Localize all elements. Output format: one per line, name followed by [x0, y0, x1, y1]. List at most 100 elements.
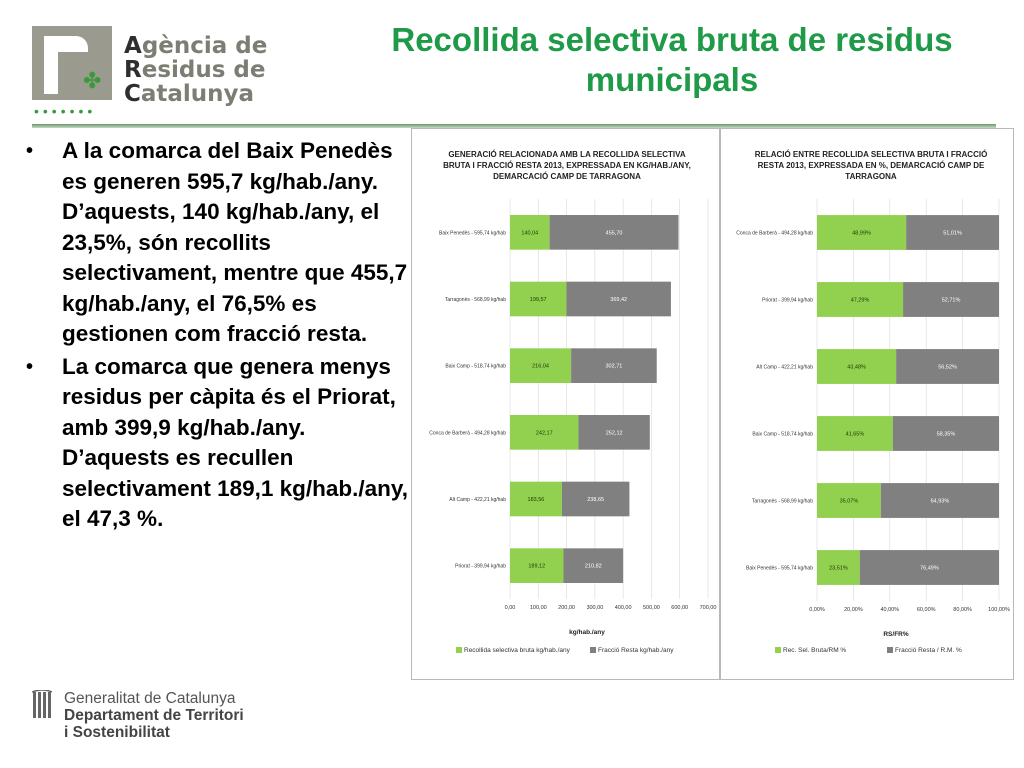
category-label: Baix Camp - 518,74 kg/hab — [752, 432, 813, 438]
bullet-text: A la comarca del Baix Penedès es generen… — [62, 138, 408, 346]
footer-line: Departament de Territori — [64, 707, 244, 724]
data-label: 35,07% — [840, 499, 859, 505]
data-label: 51,01% — [943, 231, 962, 237]
category-label: Baix Penedès - 595,74 kg/hab — [439, 230, 506, 236]
bar-segment — [549, 215, 679, 250]
data-label: 199,57 — [530, 297, 547, 303]
logo-line: Catalunya — [124, 81, 255, 107]
slide-title: Recollida selectiva bruta de residus mun… — [391, 21, 953, 98]
x-tick-label: 0,00% — [809, 607, 825, 613]
clover-icon: ✤ — [83, 68, 102, 93]
logo-mark-stem — [44, 36, 58, 94]
data-label: 455,70 — [606, 230, 623, 236]
bullet-item: • A la comarca del Baix Penedès es genere… — [20, 136, 410, 350]
x-tick-label: 400,00 — [615, 605, 632, 611]
logo-line: Agència de — [124, 33, 268, 59]
category-label: Tarragonès - 568,99 kg/hab — [445, 297, 506, 303]
chart-percentage: RELACIÓ ENTRE RECOLLIDA SELECTIVA BRUTA … — [720, 128, 1014, 680]
chart-title: GENERACIÓ RELACIONADA AMB LA RECOLLIDA S… — [443, 150, 691, 181]
legend-swatch — [590, 647, 596, 654]
x-tick-label: 200,00 — [558, 605, 575, 611]
legend-item: Fracció Resta kg/hab./any — [590, 647, 674, 654]
data-label: 238,65 — [587, 497, 604, 503]
x-tick-label: 80,00% — [953, 607, 972, 613]
bullet-icon: • — [26, 355, 34, 378]
category-label: Alt Camp - 422,21 kg/hab — [449, 497, 506, 503]
data-label: 189,12 — [528, 564, 545, 570]
data-label: 369,42 — [610, 297, 627, 303]
bar-segment — [896, 349, 999, 384]
data-label: 58,35% — [937, 432, 956, 438]
bullet-item: • La comarca que genera menys residus per… — [20, 352, 410, 535]
bar-segment — [817, 483, 881, 518]
data-label: 48,99% — [852, 231, 871, 237]
x-tick-label: 0,00 — [505, 605, 516, 611]
bar-segment — [817, 416, 893, 451]
category-label: Conca de Barberà - 494,28 kg/hab — [736, 231, 813, 237]
x-tick-label: 500,00 — [643, 605, 660, 611]
category-label: Baix Camp - 518,74 kg/hab — [445, 364, 506, 370]
category-label: Conca de Barberà - 494,28 kg/hab — [429, 430, 506, 436]
x-tick-label: 40,00% — [880, 607, 899, 613]
bullet-icon: • — [26, 140, 34, 162]
data-label: 64,93% — [931, 499, 950, 505]
chart-canvas: 0,00 100,00 200,00 300,00 400,00 500,00 600,00… — [429, 199, 717, 611]
footer-line: i Sostenibilitat — [64, 724, 170, 741]
legend-item: Fracció Resta / R.M. % — [887, 647, 962, 654]
bar-segment — [561, 481, 630, 517]
title-divider — [32, 124, 996, 128]
bar-segment — [817, 349, 897, 384]
bar-segment — [906, 215, 999, 250]
data-label: 242,17 — [536, 430, 553, 436]
bar-segment — [510, 215, 550, 250]
x-tick-label: 60,00% — [917, 607, 936, 613]
data-label: 210,82 — [585, 564, 602, 570]
x-tick-label: 600,00 — [671, 605, 688, 611]
bar-segment — [859, 550, 999, 585]
category-label: Tarragonès - 568,99 kg/hab — [752, 499, 813, 505]
data-label: 216,04 — [532, 364, 549, 370]
data-label: 252,12 — [606, 430, 623, 436]
footer-institution: Generalitat de Catalunya Departament de … — [64, 690, 244, 741]
category-label: Priorat - 399,94 kg/hab — [762, 298, 813, 304]
legend-swatch — [775, 647, 781, 654]
data-label: 183,56 — [528, 497, 545, 503]
category-label: Alt Camp - 422,21 kg/hab — [756, 365, 813, 371]
data-label: 76,49% — [920, 566, 939, 572]
logo-line: Residus de — [124, 57, 266, 83]
bar-segment — [817, 215, 907, 250]
legend-item: Recollida selectiva bruta kg/hab./any — [456, 647, 570, 654]
logo-dots: ••••••• — [34, 103, 97, 119]
data-label: 43,48% — [847, 365, 866, 371]
bar-segment — [571, 348, 657, 383]
bullet-list: • A la comarca del Baix Penedès es genere… — [20, 136, 410, 537]
legend-item: Rec. Sel. Bruta/RM % — [775, 647, 846, 654]
bar-segment — [510, 481, 562, 517]
bar-segment — [578, 415, 650, 450]
x-tick-label: 700,00 — [700, 605, 717, 611]
footer-line: Generalitat de Catalunya — [64, 690, 236, 707]
bar-segment — [510, 281, 567, 317]
chart-title: RELACIÓ ENTRE RECOLLIDA SELECTIVA BRUTA … — [754, 150, 988, 181]
bar-segment — [880, 483, 999, 518]
bar-segment — [817, 282, 904, 317]
data-label: 23,51% — [829, 566, 848, 572]
bar-segment — [903, 282, 999, 317]
bar-segment — [892, 416, 999, 451]
logo-wordmark: Agència de Residus de Catalunya — [124, 34, 284, 106]
bar-segment — [510, 415, 579, 450]
x-tick-label: 300,00 — [586, 605, 603, 611]
chart-kg-per-inhabitant: GENERACIÓ RELACIONADA AMB LA RECOLLIDA S… — [411, 128, 720, 680]
x-tick-label: 100,00 — [530, 605, 547, 611]
x-tick-label: 100,00% — [988, 607, 1010, 613]
x-axis-label: RS/FR% — [883, 631, 909, 638]
x-tick-label: 20,00% — [844, 607, 863, 613]
generalitat-icon — [32, 690, 53, 718]
bar-segment — [510, 348, 572, 383]
legend-swatch — [456, 647, 462, 654]
bullet-text: La comarca que genera menys residus per … — [62, 353, 409, 532]
data-label: 140,04 — [521, 230, 538, 236]
data-label: 56,52% — [938, 365, 957, 371]
bar-segment — [510, 548, 564, 583]
bar-segment — [566, 281, 671, 317]
